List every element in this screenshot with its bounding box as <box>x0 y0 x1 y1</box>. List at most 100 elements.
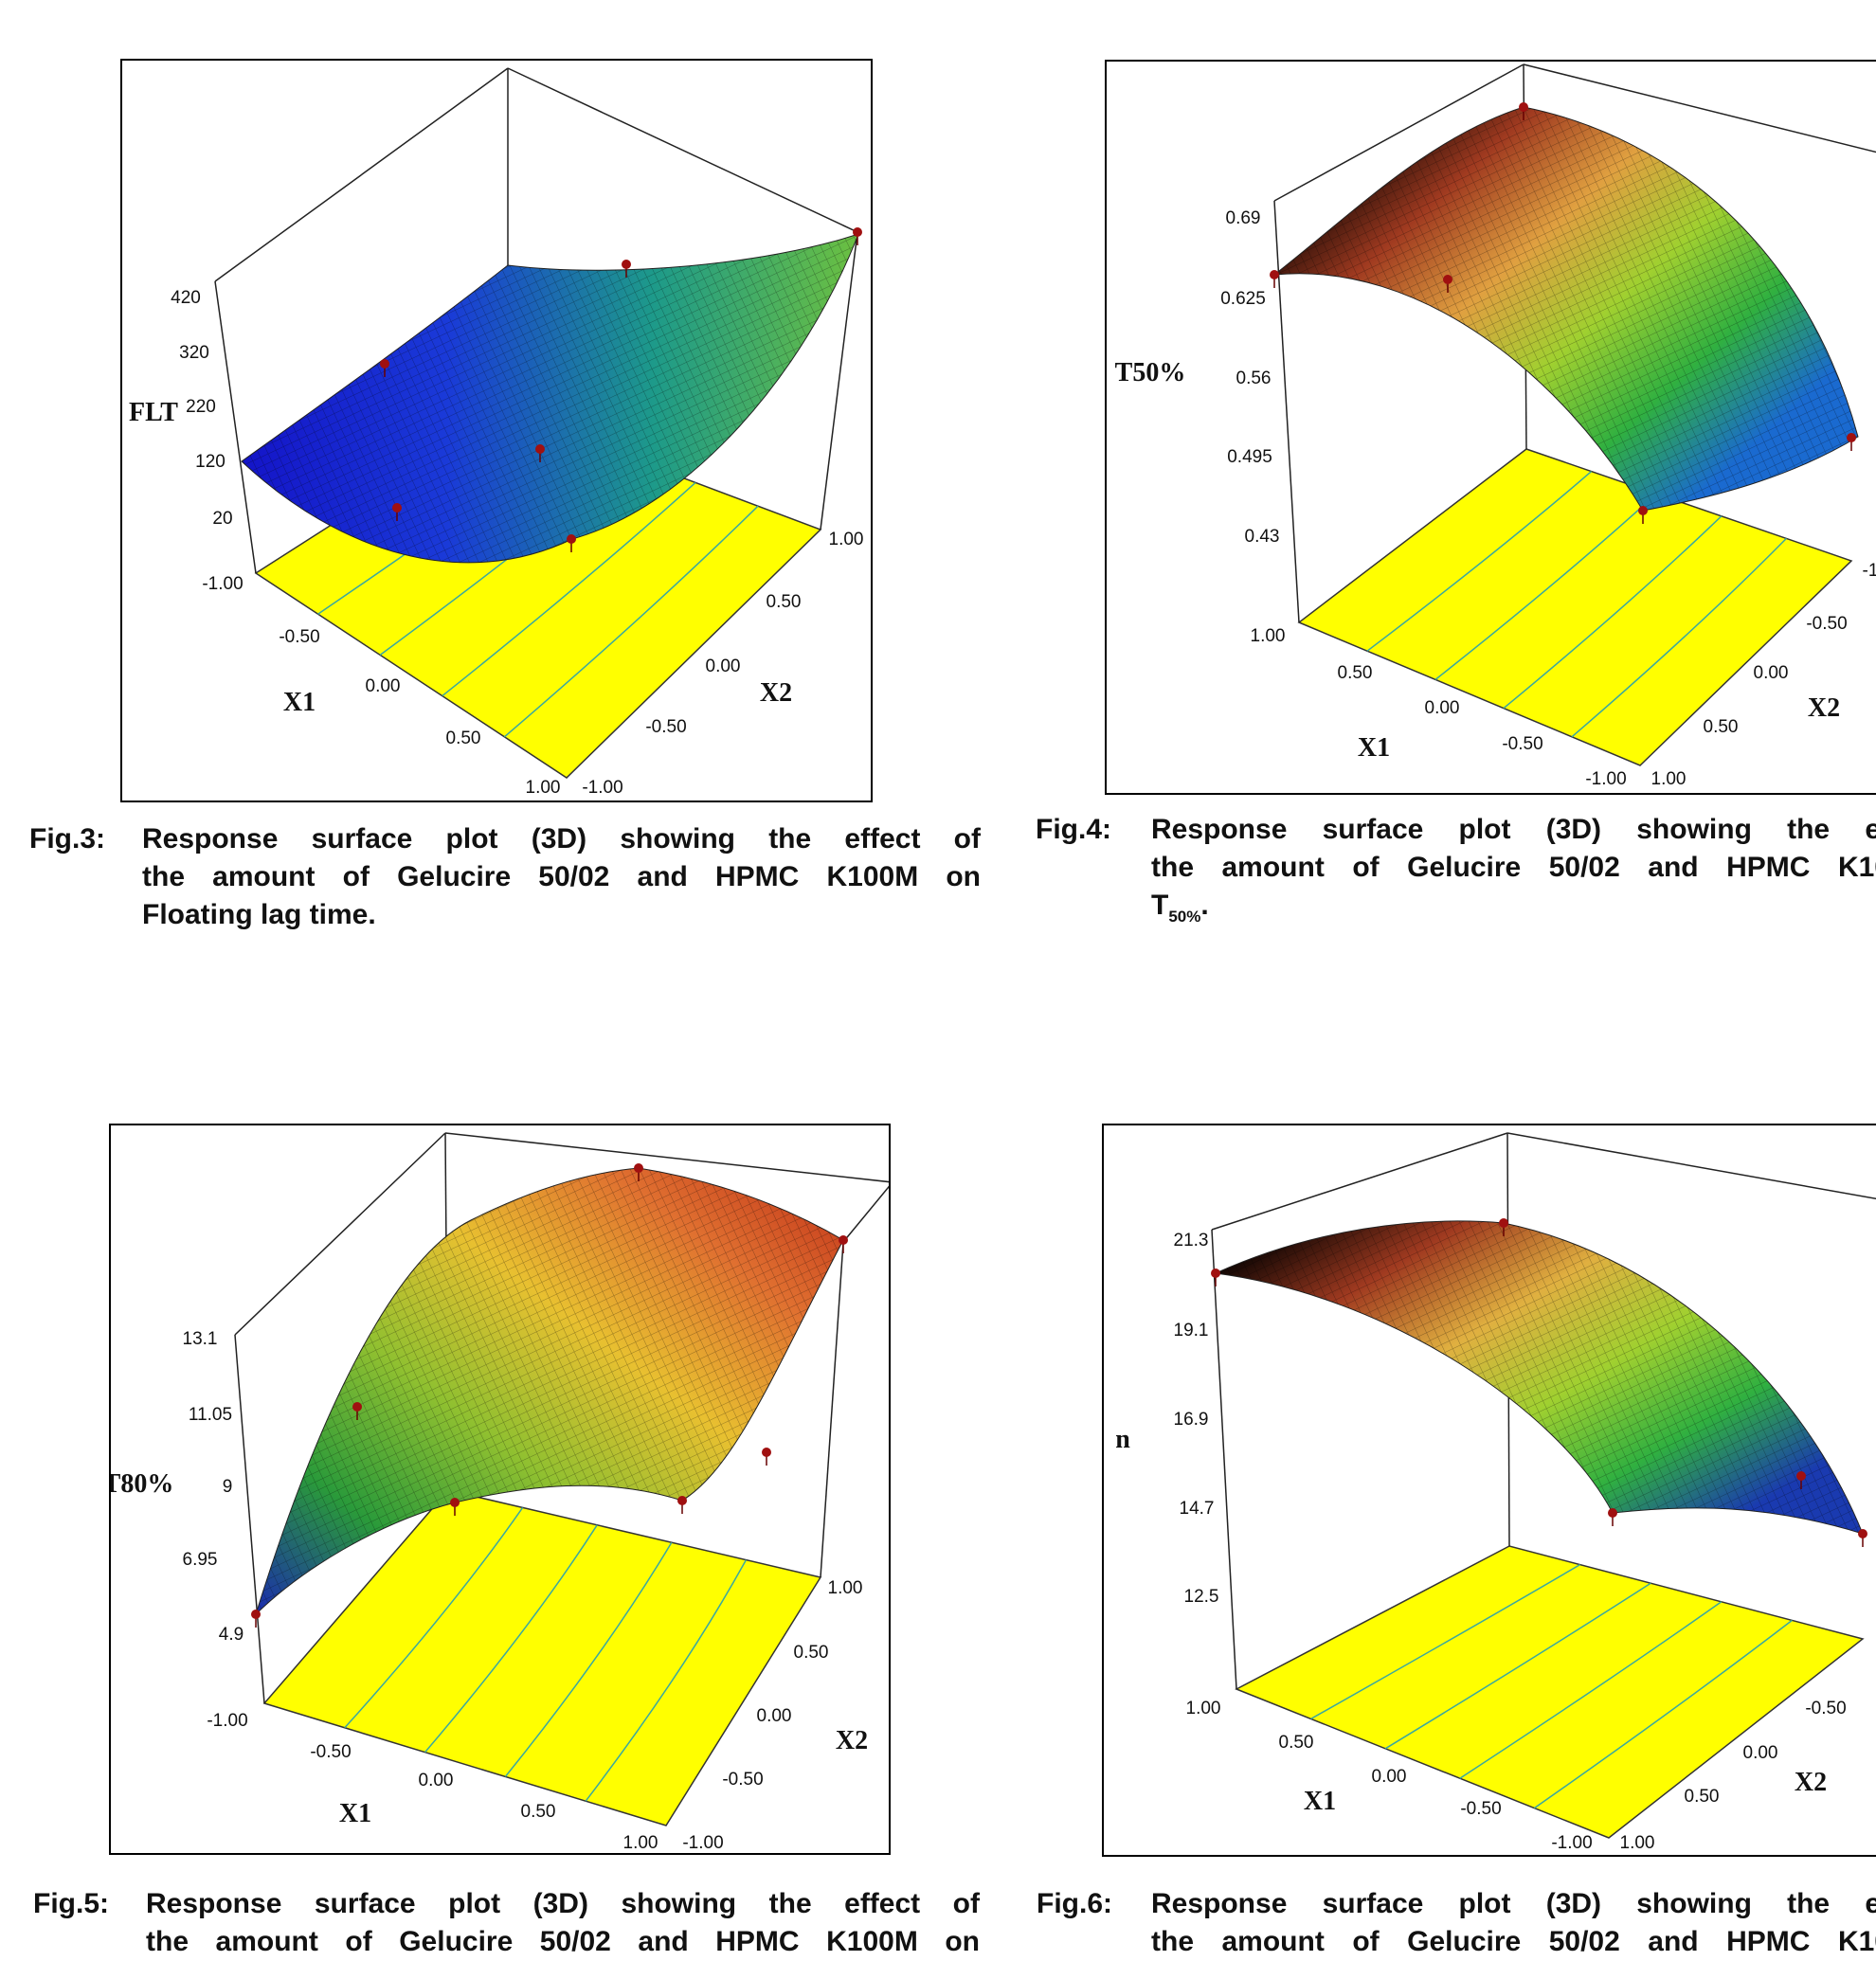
x1-tick-label: 1.00 <box>623 1833 658 1853</box>
x2-tick-label: 1.00 <box>1620 1833 1655 1853</box>
design-point <box>1211 1268 1220 1278</box>
design-point <box>1499 1218 1508 1228</box>
design-point <box>1519 102 1528 112</box>
x2-tick-label: 1.00 <box>828 1578 863 1598</box>
x1-tick-label: -1.00 <box>1585 769 1626 789</box>
caption-line: the amount of Gelucire 50/02 and HPMC K1… <box>142 861 981 892</box>
x2-axis-label: X2 <box>1808 693 1840 723</box>
x1-axis-label: X1 <box>1304 1787 1336 1816</box>
x1-tick-label: 0.50 <box>1279 1733 1314 1753</box>
x2-tick-label: -0.50 <box>1806 614 1847 634</box>
contour-line <box>1533 1619 1793 1809</box>
figure-3-caption: Fig.3: Response surface plot (3D) showin… <box>29 820 981 944</box>
chart-svg: 0.69 0.625 0.56 0.495 0.43 1.00 0.50 0.00 -0.50 -… <box>1115 63 1876 789</box>
x1-tick-label: 1.00 <box>526 778 561 798</box>
contour-line <box>1571 537 1787 738</box>
z-tick-label: 19.1 <box>1174 1321 1209 1340</box>
z-tick-label: 320 <box>179 343 209 363</box>
caption-line: Response surface plot (3D) showing the e… <box>1151 1888 1876 1919</box>
design-point <box>853 227 862 237</box>
z-axis-label: n <box>1115 1425 1130 1454</box>
surface-mesh <box>256 1168 843 1614</box>
chart-svg: 13.1 11.05 9 6.95 4.9 -1.00 -0.50 0.00 0.50 1.00 -… <box>111 1132 889 1853</box>
design-point <box>567 534 576 544</box>
caption-text: T <box>1151 890 1169 921</box>
x2-tick-label: 0.50 <box>1704 717 1739 737</box>
figure-3-surface-plot: 420 320 220 120 20 -1.00 -0.50 0.00 0.50 1.00 -1.0… <box>120 59 873 802</box>
design-point <box>634 1163 643 1173</box>
figure-6-caption: Fig.6: Response surface plot (3D) showin… <box>1037 1885 1876 1961</box>
x1-tick-label: 0.00 <box>1372 1767 1407 1787</box>
contour-line <box>442 481 696 697</box>
x2-tick-label: 1.00 <box>1651 769 1687 789</box>
contour-line <box>503 505 759 738</box>
x1-tick-label: 1.00 <box>1251 626 1286 646</box>
floor-contour-plane <box>1235 1545 1865 1839</box>
x1-tick-label: -1.00 <box>202 574 243 594</box>
x2-tick-label: 0.50 <box>767 592 802 612</box>
axis-line <box>214 280 257 574</box>
z-tick-label: 0.69 <box>1226 208 1261 228</box>
design-point <box>677 1496 687 1505</box>
x1-tick-label: 0.50 <box>446 729 481 748</box>
caption-label: Fig.5: <box>33 1888 109 1919</box>
axis-line <box>842 1185 889 1243</box>
chart-svg: 21.3 19.1 16.9 14.7 12.5 1.00 0.50 0.00 -0.50 -1.… <box>1115 1132 1876 1853</box>
caption-label: Fig.4: <box>1036 814 1111 845</box>
contour-line <box>1459 1601 1723 1779</box>
x2-tick-label: -1.00 <box>682 1833 723 1853</box>
z-tick-label: 4.9 <box>219 1625 244 1645</box>
x1-tick-label: 0.50 <box>1338 663 1373 683</box>
axis-line <box>1211 1132 1508 1231</box>
z-axis-label: FLT <box>129 398 178 427</box>
design-point <box>1638 506 1648 515</box>
x2-tick-label: -1 <box>1863 561 1876 581</box>
figure-5-surface-plot: 13.1 11.05 9 6.95 4.9 -1.00 -0.50 0.00 0.50 1.00 -… <box>109 1124 891 1855</box>
x1-tick-label: -1.00 <box>207 1711 247 1731</box>
caption-line: Response surface plot (3D) showing the e… <box>142 823 981 855</box>
x2-tick-label: 0.00 <box>1754 663 1789 683</box>
z-axis-label: T80% <box>111 1469 173 1499</box>
x1-axis-label: X1 <box>339 1799 371 1828</box>
axis-line <box>234 1132 446 1336</box>
x2-tick-label: -0.50 <box>645 717 686 737</box>
axis-line <box>444 1132 889 1183</box>
caption-line: Response surface plot (3D) showing the e… <box>146 1888 980 1919</box>
axis-line <box>1523 63 1876 153</box>
x2-tick-label: 1.00 <box>829 530 864 549</box>
figure-4-surface-plot: 0.69 0.625 0.56 0.495 0.43 1.00 0.50 0.00 -0.50 -… <box>1105 60 1876 795</box>
design-point <box>1847 433 1856 442</box>
design-point <box>839 1235 848 1245</box>
surface-mesh <box>242 234 858 563</box>
axis-line <box>214 67 509 282</box>
x1-tick-label: 0.00 <box>366 676 401 696</box>
figure-4-caption: Fig.4: Response surface plot (3D) showin… <box>1036 811 1876 934</box>
x2-axis-label: X2 <box>836 1726 868 1755</box>
z-tick-label: 420 <box>171 288 201 308</box>
caption-label: Fig.6: <box>1037 1888 1112 1919</box>
x1-tick-label: -0.50 <box>1460 1799 1501 1819</box>
x1-tick-label: 0.00 <box>419 1771 454 1790</box>
design-point <box>1796 1471 1806 1481</box>
caption-text: . <box>1200 890 1209 921</box>
z-tick-label: 0.625 <box>1220 289 1266 309</box>
z-tick-label: 20 <box>212 509 232 529</box>
contour-line <box>1434 493 1657 680</box>
axis-line <box>507 67 858 233</box>
x2-axis-label: X2 <box>1795 1768 1827 1797</box>
design-point <box>392 503 402 513</box>
caption-line: Floating lag time. <box>142 899 376 930</box>
axis-line <box>1273 63 1524 202</box>
caption-subscript: 50% <box>1168 908 1201 926</box>
x1-tick-label: -0.50 <box>279 627 319 647</box>
x2-tick-label: -1.00 <box>582 778 622 798</box>
x1-tick-label: 0.00 <box>1425 698 1460 718</box>
x1-tick-label: -0.50 <box>1502 734 1542 754</box>
z-tick-label: 6.95 <box>183 1550 218 1570</box>
design-point <box>622 260 631 269</box>
z-tick-label: 0.43 <box>1245 527 1280 547</box>
contour-line <box>1366 471 1593 652</box>
design-point <box>380 359 389 369</box>
x2-tick-label: -0.50 <box>1805 1699 1846 1718</box>
z-tick-label: 0.495 <box>1227 447 1272 467</box>
